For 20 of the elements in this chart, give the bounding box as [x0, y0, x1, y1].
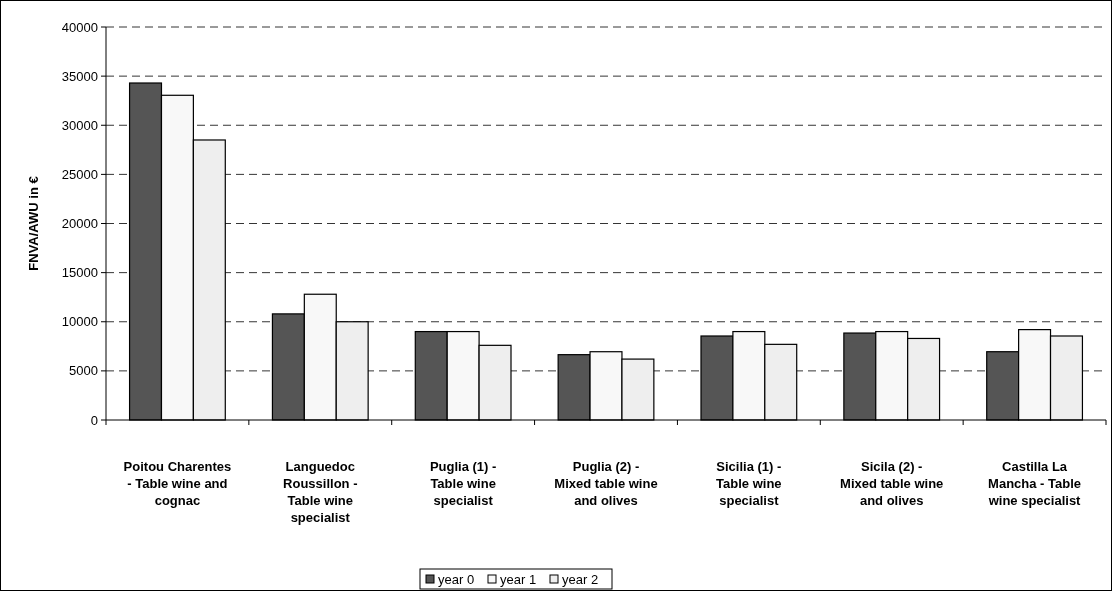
y-tick-label: 25000 — [61, 166, 98, 182]
x-tick-label: Poitou Charentes - Table wine and cognac — [123, 459, 232, 508]
y-tick-label: 30000 — [61, 117, 98, 133]
legend-label: year 2 — [562, 572, 599, 587]
y-tick-label: 20000 — [61, 216, 98, 232]
legend-label: year 0 — [438, 572, 475, 587]
y-tick-label: 15000 — [61, 265, 98, 281]
y-tick-label: 10000 — [61, 314, 98, 330]
y-tick-label: 5000 — [69, 363, 98, 379]
x-tick-label: Puglia (2) - Mixed table wine and olives — [554, 459, 658, 508]
y-tick-label: 35000 — [61, 68, 98, 84]
y-axis-title: FNVA/AWU in € — [26, 176, 41, 271]
x-tick-label: Sicilia (1) - Table wine specialist — [716, 459, 782, 508]
legend-label: year 1 — [500, 572, 537, 587]
x-tick-label: Puglia (1) - Table wine specialist — [429, 459, 497, 508]
y-tick-label: 40000 — [61, 19, 98, 35]
x-tick-label: Castilla La Mancha - Table wine specialist — [987, 459, 1082, 508]
x-tick-label: Languedoc Roussillon - Table wine specialist — [283, 459, 358, 525]
y-tick-label: 0 — [90, 412, 98, 428]
x-tick-label: Sicila (2) - Mixed table wine and olives — [840, 459, 944, 508]
